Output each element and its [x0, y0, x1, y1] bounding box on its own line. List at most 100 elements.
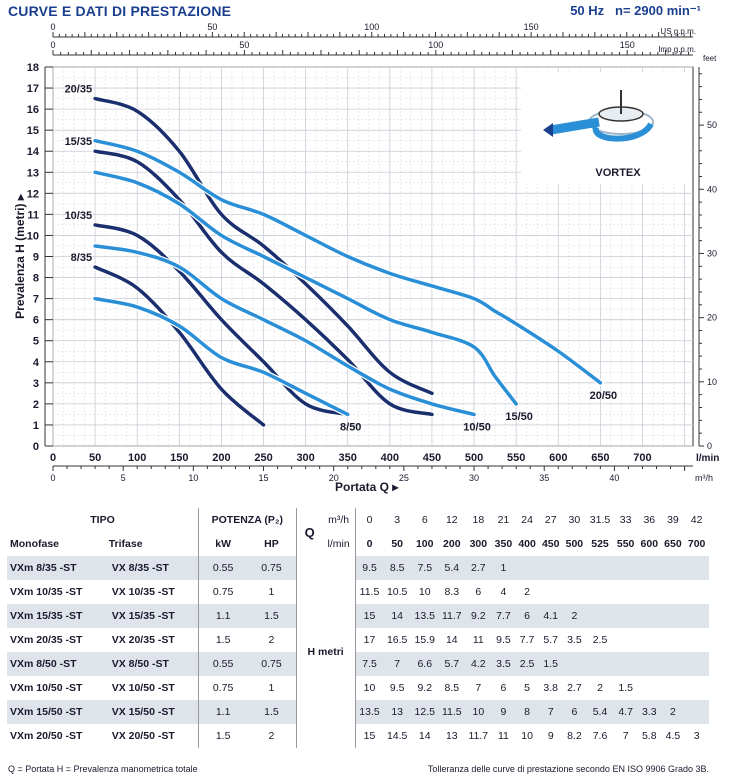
head-value: 1.5 [618, 682, 633, 694]
table-header-2: Monofase Trifase kW HP l/min 0 50 100 200 30… [7, 532, 709, 556]
m3h-value: 12 [445, 514, 458, 526]
y-tick-label: 4 [33, 357, 40, 369]
head-value [661, 604, 685, 628]
head-value [684, 556, 709, 580]
head-value: 2.7 [567, 682, 582, 694]
curve-10-35 [93, 223, 350, 417]
monofase-header: Monofase [10, 538, 60, 550]
head-value: 6 [500, 682, 507, 694]
y-tick-label: 13 [27, 167, 39, 179]
head-value: 14 [445, 634, 458, 646]
y-tick-label: 0 [33, 441, 39, 453]
head-value: 15 [363, 730, 376, 742]
y-tick-label: 12 [27, 188, 39, 200]
head-value: 2.5 [592, 634, 608, 646]
curve-label-15-50: 15/50 [505, 411, 533, 423]
head-value: 5.7 [438, 652, 466, 676]
head-value: 14 [418, 730, 431, 742]
head-value: 16.5 [386, 634, 408, 646]
x-tick-label: 450 [423, 452, 441, 464]
x-axis-title: Portata Q ▸ [335, 480, 399, 494]
y-tick-label: 16 [27, 104, 39, 116]
head-value: 2.7 [465, 556, 492, 580]
head-value [586, 652, 614, 676]
head-value [637, 628, 661, 652]
top-axis-tick-label: 150 [524, 22, 539, 32]
feet-tick-label: 50 [707, 120, 717, 130]
head-value: 9.5 [496, 634, 511, 646]
y-tick-label: 11 [27, 209, 39, 221]
head-value: 2 [524, 586, 530, 598]
lmin-value: 525 [591, 538, 609, 550]
lmin-value: 650 [664, 538, 682, 550]
y-axis-title: Prevalenza H (metri) ▸ [13, 193, 27, 319]
x-tick-label: 700 [633, 452, 651, 464]
head-value [515, 556, 539, 580]
table-row: VXm 10/50 -ST VX 10/50 -ST 0.75 1 10 9.5 9.2 8.… [7, 676, 709, 700]
head-value: 3 [693, 730, 700, 742]
top-axis-unit: Imp g.p.m. [658, 45, 696, 54]
head-value: 7.6 [592, 730, 608, 742]
head-value [586, 556, 614, 580]
power-kw: 1.5 [215, 634, 231, 646]
curve-8-35 [93, 265, 266, 427]
x-tick-label: 300 [296, 452, 314, 464]
power-hp: 0.75 [247, 556, 297, 580]
head-value: 11.7 [438, 604, 466, 628]
table-row: VXm 20/50 -ST VX 20/50 -ST 1.5 2 15 14.5 14 13 1… [7, 724, 709, 748]
x-tick-label: 0 [50, 452, 56, 464]
hp-header: HP [247, 532, 297, 556]
speed: n= 2900 min⁻¹ [615, 3, 701, 18]
lmin-header: l/min [322, 532, 356, 556]
kw-header: kW [215, 538, 232, 550]
head-value: 8.3 [444, 586, 460, 598]
m3h-value: 0 [366, 514, 373, 526]
m3h-tick-label: 25 [399, 473, 409, 483]
m3h-tick-label: 5 [121, 473, 126, 483]
footer-legend: Q = Portata H = Prevalenza manometrica t… [8, 764, 198, 774]
x-tick-label: 400 [381, 452, 399, 464]
curve-label-20-50: 20/50 [590, 390, 618, 402]
model-trifase: VX 20/35 -ST [108, 628, 199, 652]
head-value: 14 [383, 604, 411, 628]
curve-20-35 [93, 96, 434, 396]
power-kw: 1.1 [198, 604, 248, 628]
model-monofase: VXm 20/35 -ST [10, 634, 83, 646]
head-value: 13.5 [410, 604, 439, 628]
top-axis-tick-label: 100 [364, 22, 379, 32]
power-hp: 0.75 [247, 652, 297, 676]
model-trifase: VX 20/50 -ST [108, 724, 199, 748]
page-title: CURVE E DATI DI PRESTAZIONE [8, 3, 232, 19]
power-hp: 1 [247, 580, 297, 604]
curve-label-8-35: 8/35 [71, 252, 92, 264]
lmin-value: 700 [687, 538, 706, 550]
top-axis-tick-label: 0 [50, 40, 55, 50]
head-value [685, 676, 709, 700]
head-value: 7 [622, 730, 629, 742]
m3h-unit-label: m³/h [695, 473, 713, 483]
x-tick-label: 200 [212, 452, 230, 464]
head-value: 6.6 [410, 652, 439, 676]
head-value: 8.2 [567, 730, 582, 742]
table-header-1: TIPO POTENZA (P₂) Q m³/h 0 3 6 12 18 21 24 27 30… [7, 508, 709, 540]
lmin-value: 50 [391, 538, 403, 550]
m3h-value: 3 [394, 514, 401, 526]
head-value [538, 556, 563, 580]
head-value: 15 [355, 604, 384, 628]
head-value [562, 556, 587, 580]
lmin-value: 200 [443, 538, 461, 550]
m3h-tick-label: 40 [609, 473, 619, 483]
lmin-value: 300 [469, 538, 488, 550]
head-value: 11 [497, 730, 509, 742]
m3h-header: m³/h [322, 508, 356, 532]
head-value [661, 676, 685, 700]
x-tick-label: 500 [465, 452, 483, 464]
head-value: 7 [475, 682, 482, 694]
y-tick-label: 5 [33, 336, 39, 348]
head-value: 11.5 [359, 586, 380, 598]
head-value: 5.7 [543, 634, 559, 646]
head-value: 3.8 [543, 682, 559, 694]
curve-15-35 [93, 149, 434, 417]
performance-table: TIPO POTENZA (P₂) Q m³/h 0 3 6 12 18 21 24 27 30… [7, 508, 709, 748]
feet-unit: feet [703, 54, 717, 63]
